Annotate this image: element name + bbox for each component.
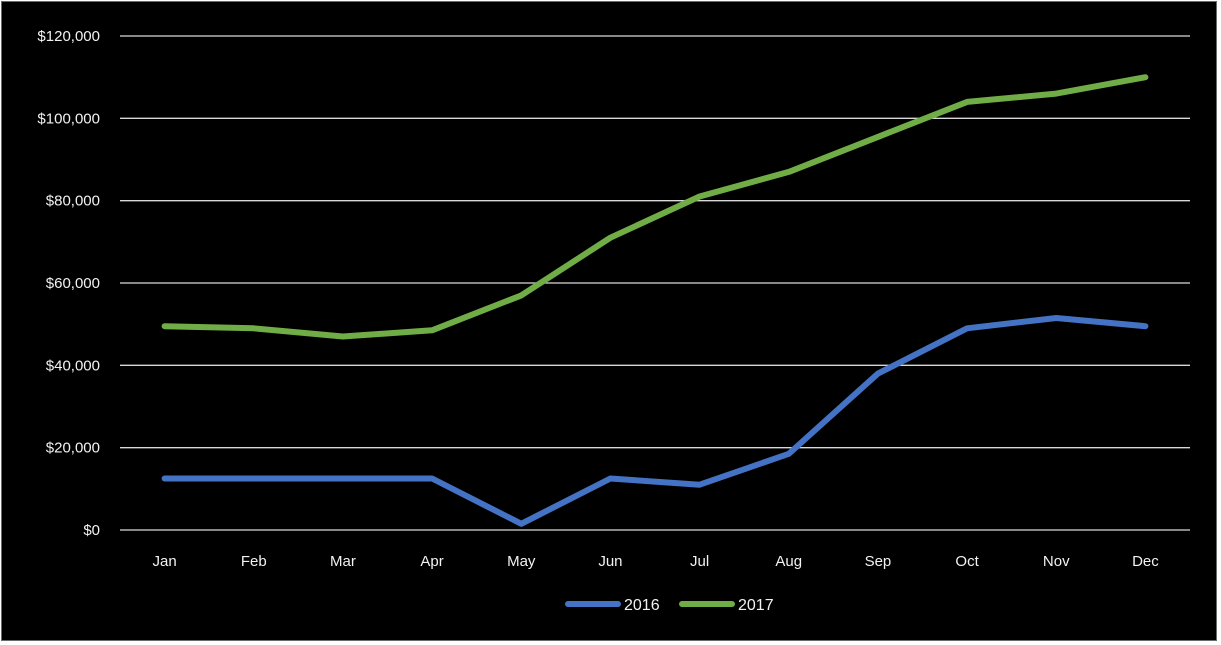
y-axis-tick-labels: $0 $20,000 $40,000 $60,000 $80,000 $100,000 $1… — [37, 28, 100, 539]
y-tick-label: $80,000 — [46, 193, 100, 210]
x-tick-label: Jan — [152, 553, 176, 570]
x-tick-label: Oct — [955, 553, 979, 570]
x-tick-label: Apr — [420, 553, 443, 570]
y-tick-label: $20,000 — [46, 440, 100, 457]
series-line-2017 — [161, 74, 1149, 340]
x-tick-label: May — [507, 553, 536, 570]
legend: 2016 2017 — [565, 597, 774, 614]
x-tick-label: Aug — [775, 553, 802, 570]
y-tick-label: $60,000 — [46, 275, 100, 292]
series-line-2016 — [161, 315, 1149, 527]
y-tick-label: $40,000 — [46, 357, 100, 374]
legend-label: 2017 — [738, 597, 774, 614]
x-axis-tick-labels: Jan Feb Mar Apr May Jun Jul Aug Sep Oct Nov Dec — [152, 553, 1159, 570]
gridlines — [120, 35, 1190, 531]
x-tick-label: Jul — [690, 553, 709, 570]
y-tick-label: $100,000 — [37, 110, 100, 127]
x-tick-label: Sep — [865, 553, 892, 570]
legend-label: 2016 — [624, 597, 660, 614]
y-tick-label: $0 — [83, 522, 100, 539]
x-tick-label: Mar — [330, 553, 356, 570]
series-lines — [161, 74, 1149, 527]
x-tick-label: Jun — [598, 553, 622, 570]
x-tick-label: Nov — [1043, 553, 1070, 570]
x-tick-label: Dec — [1132, 553, 1159, 570]
y-tick-label: $120,000 — [37, 28, 100, 45]
x-tick-label: Feb — [241, 553, 267, 570]
